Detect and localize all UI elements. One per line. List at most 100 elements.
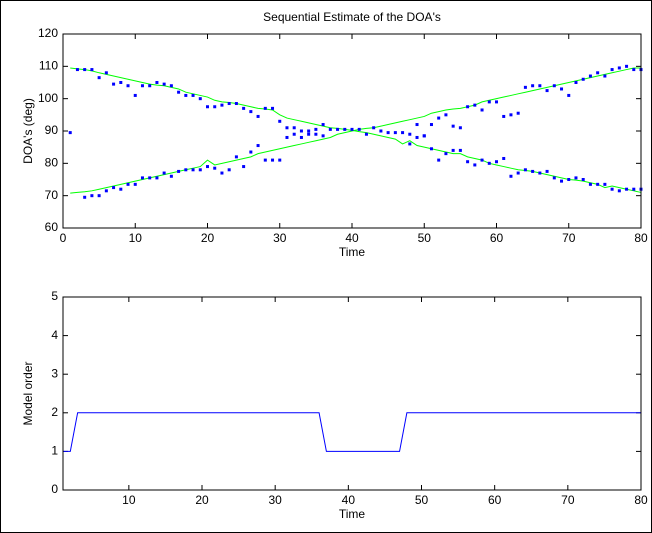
marker — [299, 129, 303, 133]
marker — [155, 176, 159, 180]
marker — [444, 113, 448, 117]
x-tick-label: 80 — [634, 493, 648, 507]
marker — [140, 176, 144, 180]
marker — [437, 116, 441, 120]
marker — [271, 106, 275, 110]
marker — [429, 147, 433, 151]
marker — [140, 84, 144, 88]
y-tick-label: 4 — [51, 328, 58, 342]
y-tick-label: 5 — [51, 289, 58, 303]
y-axis-label: DOA's (deg) — [21, 98, 35, 164]
marker — [495, 100, 498, 104]
marker — [545, 89, 549, 93]
marker — [502, 156, 506, 160]
marker — [415, 123, 419, 127]
marker — [263, 158, 267, 162]
marker — [75, 68, 79, 72]
x-tick-label: 80 — [634, 231, 648, 245]
marker — [531, 84, 535, 88]
marker — [545, 169, 549, 173]
marker — [509, 113, 513, 117]
marker — [581, 178, 585, 181]
marker — [112, 186, 116, 190]
marker — [227, 102, 231, 106]
y-tick-label: 60 — [45, 220, 59, 234]
x-tick-label: 70 — [562, 231, 576, 245]
marker — [169, 84, 173, 88]
x-tick-label: 50 — [415, 493, 429, 507]
marker — [328, 127, 332, 131]
y-tick-label: 2 — [51, 405, 58, 419]
marker — [299, 135, 303, 139]
marker — [596, 71, 600, 75]
marker — [307, 132, 311, 136]
marker — [523, 168, 527, 172]
marker — [177, 169, 181, 173]
marker — [234, 155, 238, 159]
y-tick-label: 120 — [38, 26, 58, 40]
marker — [234, 102, 238, 106]
marker — [314, 132, 318, 136]
x-tick-label: 30 — [268, 493, 282, 507]
marker — [588, 74, 592, 78]
marker — [617, 66, 621, 70]
marker — [133, 182, 137, 186]
marker — [97, 194, 101, 198]
x-axis-label: Time — [339, 507, 366, 521]
marker — [444, 152, 448, 156]
marker — [83, 195, 87, 199]
marker — [480, 158, 484, 162]
marker — [249, 110, 253, 114]
marker — [466, 160, 470, 164]
marker — [429, 123, 433, 127]
marker — [256, 114, 260, 118]
marker — [278, 119, 282, 123]
marker — [552, 176, 556, 180]
marker — [509, 174, 513, 178]
marker — [350, 127, 354, 131]
marker — [603, 74, 607, 78]
y-tick-label: 70 — [45, 188, 59, 202]
x-tick-label: 60 — [488, 493, 502, 507]
marker — [458, 148, 462, 152]
marker — [292, 126, 296, 130]
axes-frame — [62, 296, 642, 491]
marker — [632, 68, 636, 72]
y-tick-label: 90 — [45, 123, 59, 137]
series-line — [70, 67, 642, 193]
marker — [516, 171, 520, 175]
x-tick-label: 10 — [129, 231, 143, 245]
marker — [523, 85, 527, 89]
marker — [336, 127, 340, 131]
marker — [422, 134, 426, 138]
marker — [213, 166, 217, 170]
marker — [191, 93, 195, 97]
marker — [112, 82, 116, 86]
marker — [285, 135, 289, 139]
marker — [451, 124, 455, 128]
marker — [148, 176, 152, 180]
marker — [458, 126, 462, 130]
marker — [206, 165, 209, 169]
marker — [343, 127, 347, 131]
series-line — [63, 412, 641, 452]
plot-area — [63, 297, 641, 490]
axes-frame — [62, 33, 642, 229]
x-tick-label: 70 — [561, 493, 575, 507]
marker — [625, 64, 629, 68]
marker — [292, 132, 296, 136]
marker — [83, 68, 87, 72]
y-tick-label: 100 — [38, 91, 58, 105]
marker — [408, 132, 412, 136]
marker — [487, 161, 491, 165]
marker — [372, 126, 376, 130]
marker — [242, 165, 246, 169]
x-tick-label: 20 — [201, 231, 215, 245]
marker — [104, 71, 108, 75]
y-tick-label: 1 — [51, 444, 58, 458]
marker — [567, 178, 571, 181]
y-tick-label: 0 — [51, 482, 58, 496]
marker — [473, 103, 477, 107]
marker — [408, 142, 412, 146]
